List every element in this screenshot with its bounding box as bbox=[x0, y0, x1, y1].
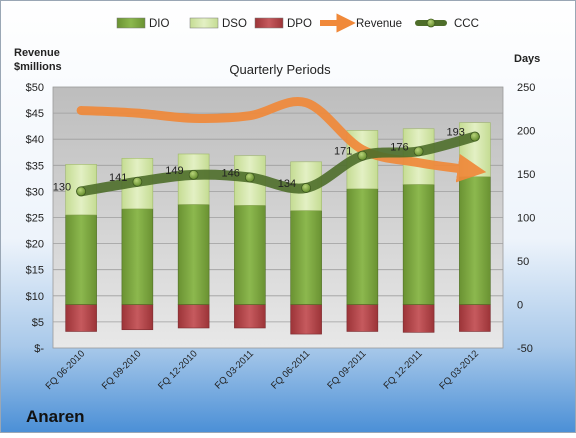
left-tick-label: $- bbox=[34, 343, 44, 355]
ccc-data-label: 176 bbox=[390, 141, 408, 153]
bar-dpo bbox=[234, 304, 266, 329]
right-tick-label: 50 bbox=[517, 256, 529, 268]
legend: DIO DSO DPO Revenue CCC bbox=[116, 13, 479, 33]
left-tick-label: $35 bbox=[26, 160, 44, 172]
legend-label-dpo: DPO bbox=[287, 18, 312, 30]
left-tick-label: $50 bbox=[26, 82, 44, 94]
bar-dio bbox=[121, 208, 154, 305]
right-tick-label: -50 bbox=[517, 343, 533, 355]
ccc-data-label: 171 bbox=[334, 146, 352, 158]
bar-dio bbox=[346, 188, 379, 305]
bar-dpo bbox=[459, 304, 491, 332]
ccc-point bbox=[413, 146, 424, 157]
left-tick-label: $25 bbox=[26, 213, 44, 225]
ccc-point bbox=[76, 186, 87, 197]
right-axis-title: Days bbox=[514, 53, 540, 65]
bar-dpo bbox=[65, 304, 97, 332]
bar-dio bbox=[402, 184, 435, 305]
ccc-data-label: 130 bbox=[53, 181, 71, 193]
left-tick-label: $20 bbox=[26, 239, 44, 251]
right-axis-ticks: -50 0 50 100 150 200 250 bbox=[517, 82, 535, 355]
bar-dpo bbox=[402, 304, 435, 333]
right-tick-label: 150 bbox=[517, 169, 535, 181]
legend-swatch-dio bbox=[116, 17, 146, 29]
bar-dpo bbox=[177, 304, 210, 329]
ccc-point bbox=[357, 150, 368, 161]
bar-dpo bbox=[121, 304, 154, 331]
ccc-point bbox=[469, 131, 480, 142]
legend-label-ccc: CCC bbox=[454, 18, 479, 30]
bar-dio bbox=[234, 205, 266, 305]
legend-swatch-dpo bbox=[254, 17, 284, 29]
ccc-data-label: 141 bbox=[109, 172, 127, 184]
ccc-point bbox=[301, 183, 312, 193]
ccc-point bbox=[244, 172, 255, 183]
bar-dio bbox=[290, 210, 322, 305]
legend-label-dso: DSO bbox=[222, 18, 247, 30]
chart-title: Quarterly Periods bbox=[229, 62, 331, 77]
series-line-ccc bbox=[76, 131, 480, 197]
bar-dio bbox=[177, 204, 210, 305]
ccc-data-label: 146 bbox=[222, 167, 240, 179]
bar-dio bbox=[459, 176, 491, 305]
bar-dpo bbox=[290, 304, 322, 335]
legend-label-revenue: Revenue bbox=[356, 18, 402, 30]
left-tick-label: $40 bbox=[26, 134, 44, 146]
legend-label-dio: DIO bbox=[149, 18, 170, 30]
ccc-point bbox=[132, 176, 143, 187]
bar-dpo bbox=[346, 304, 379, 332]
right-tick-label: 200 bbox=[517, 126, 535, 138]
right-tick-label: 100 bbox=[517, 213, 535, 225]
left-axis-title-line-1: Revenue bbox=[14, 47, 60, 59]
legend-swatch-ccc-dot bbox=[426, 18, 436, 28]
left-axis-ticks: $- $5 $10 $15 $20 $25 $30 $35 $40 $45 $50 bbox=[26, 82, 45, 355]
company-name: Anaren bbox=[26, 407, 85, 426]
bar-dio bbox=[65, 214, 97, 305]
ccc-point bbox=[188, 169, 199, 180]
left-tick-label: $5 bbox=[32, 317, 44, 329]
left-tick-label: $10 bbox=[26, 291, 44, 303]
right-tick-label: 0 bbox=[517, 300, 523, 312]
ccc-data-label: 149 bbox=[165, 165, 183, 177]
left-axis-title-line-2: $millions bbox=[14, 61, 62, 73]
legend-swatch-dso bbox=[189, 17, 219, 29]
ccc-data-label: 193 bbox=[447, 127, 465, 139]
series-lines: 130 141 149 146 134 171 176 193 bbox=[53, 96, 487, 197]
series-line-revenue bbox=[76, 96, 487, 183]
left-tick-label: $15 bbox=[26, 265, 44, 277]
left-tick-label: $45 bbox=[26, 108, 44, 120]
left-tick-label: $30 bbox=[26, 186, 44, 198]
right-tick-label: 250 bbox=[517, 82, 535, 94]
ccc-data-label: 134 bbox=[278, 178, 296, 190]
